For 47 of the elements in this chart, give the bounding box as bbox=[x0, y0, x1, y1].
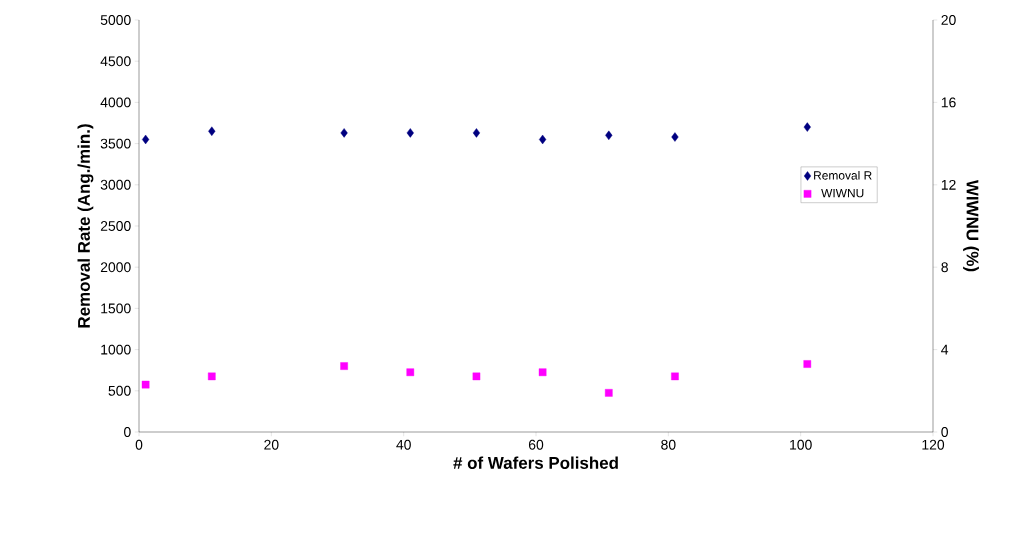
legend-label: Removal R bbox=[814, 170, 872, 180]
y-tick-label: 3500 bbox=[100, 138, 131, 149]
y2-tick-label: 16 bbox=[941, 97, 956, 108]
legend-label: WIWNU bbox=[821, 189, 864, 198]
y-tick-label: 500 bbox=[108, 385, 131, 396]
x-axis-title: # of Wafers Polished bbox=[453, 456, 618, 469]
x-tick-label: 20 bbox=[264, 439, 279, 450]
y-tick-label: 5000 bbox=[100, 15, 131, 25]
y2-tick-label: 0 bbox=[941, 427, 948, 437]
point bbox=[472, 372, 481, 381]
point bbox=[539, 134, 547, 145]
point bbox=[671, 372, 679, 381]
y2-axis-title: WIWNU (%) bbox=[963, 179, 979, 272]
point bbox=[406, 368, 415, 377]
x-tick-label: 80 bbox=[661, 439, 676, 450]
y2-tick-label: 12 bbox=[941, 179, 956, 190]
x-tick-label: 100 bbox=[790, 439, 812, 450]
point bbox=[671, 132, 679, 142]
y2-tick-label: 4 bbox=[941, 344, 949, 355]
point bbox=[605, 130, 613, 141]
point bbox=[207, 372, 216, 381]
point bbox=[803, 122, 811, 132]
y-tick-label: 3000 bbox=[100, 179, 131, 190]
point bbox=[340, 362, 348, 370]
y-tick-label: 2000 bbox=[100, 262, 131, 273]
x-tick-label: 120 bbox=[922, 439, 945, 450]
point bbox=[604, 389, 613, 397]
point bbox=[406, 128, 414, 138]
y-tick-label: 2500 bbox=[100, 221, 131, 231]
y-tick-label: 1500 bbox=[101, 303, 131, 314]
point bbox=[538, 368, 547, 377]
point bbox=[142, 134, 150, 145]
y-tick-label: 1000 bbox=[101, 344, 131, 355]
point bbox=[803, 360, 812, 368]
y-tick-label: 4500 bbox=[100, 56, 131, 67]
y-tick-label: 0 bbox=[124, 427, 131, 437]
point bbox=[472, 128, 481, 138]
y2-tick-label: 20 bbox=[941, 15, 956, 25]
point bbox=[208, 126, 216, 136]
y-tick-label: 4000 bbox=[100, 97, 131, 108]
x-tick-label: 60 bbox=[528, 439, 544, 450]
x-tick-label: 40 bbox=[396, 439, 411, 450]
x-tick-label: 0 bbox=[135, 439, 143, 450]
point bbox=[340, 128, 348, 138]
y-axis-title: Removal Rate (Ang./min.) bbox=[77, 124, 94, 328]
point bbox=[141, 380, 150, 389]
y2-tick-label: 8 bbox=[941, 262, 948, 273]
